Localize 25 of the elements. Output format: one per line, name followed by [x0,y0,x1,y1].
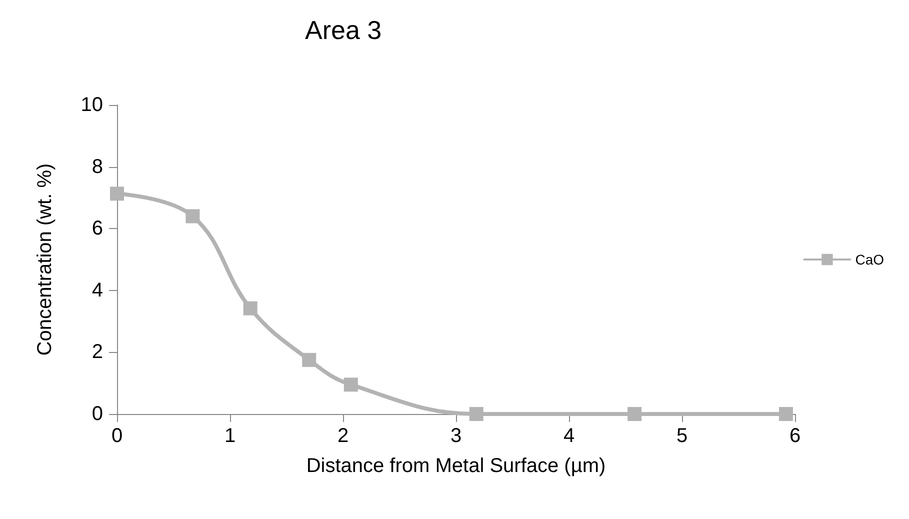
y-tick-label: 10 [80,94,103,116]
point [628,407,642,421]
legend-label: CaO [855,252,884,268]
point [186,209,200,224]
y-tick-label: 0 [92,403,103,425]
x-tick-label: 2 [337,425,349,447]
x-tick-label: 6 [789,425,801,447]
x-tick-label: 3 [450,425,462,447]
point [110,186,124,201]
point [243,301,258,316]
x-tick-label: 0 [111,425,123,447]
chart-title: Area 3 [305,15,382,45]
point [469,407,484,421]
y-tick-label: 2 [92,341,103,364]
point [778,407,793,421]
y-axis-title: Concentration (wt. %) [34,163,56,356]
x-tick-label: 4 [563,425,575,447]
point [302,352,316,367]
y-tick-label: 4 [92,279,103,302]
x-axis-title: Distance from Metal Surface (µm) [306,455,606,477]
y-tick-label: 6 [92,218,103,240]
x-tick-label: 5 [676,425,688,447]
y-tick-label: 8 [92,156,103,178]
x-tick-label: 1 [224,425,236,447]
point [344,378,358,392]
